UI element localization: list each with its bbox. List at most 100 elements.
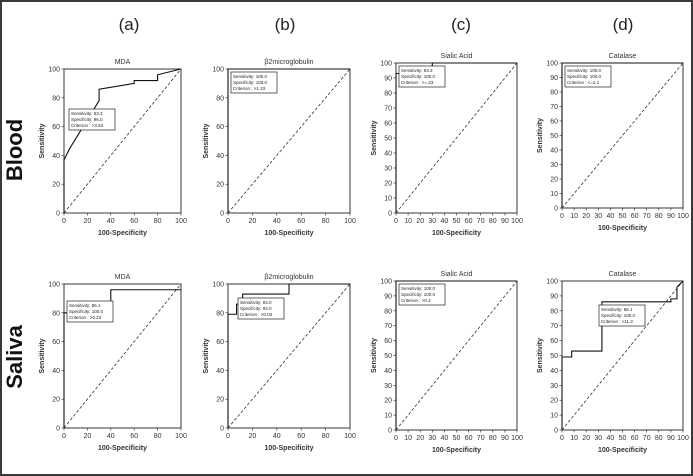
y-tick-label: 60 xyxy=(52,339,60,346)
y-tick-label: 0 xyxy=(554,206,558,213)
y-tick-label: 80 xyxy=(384,308,392,315)
reference-diagonal xyxy=(227,68,351,214)
roc-curve xyxy=(227,68,350,213)
stats-line: Specificity: 100.0 xyxy=(401,74,436,79)
x-tick-label: 70 xyxy=(477,218,485,225)
y-tick-label: 70 xyxy=(384,323,392,330)
stats-line: Criterion : <=2.1 xyxy=(567,80,600,85)
y-axis-label: Sensitivity xyxy=(203,123,210,158)
x-tick-label: 90 xyxy=(667,435,675,442)
x-tick-label: 0 xyxy=(394,435,398,442)
y-tick-label: 0 xyxy=(388,428,392,435)
stats-line: Specificity: 100.0 xyxy=(233,80,268,85)
stats-line: Criterion : >1.33 xyxy=(233,86,266,91)
x-tick-label: 80 xyxy=(154,433,162,440)
roc-curve xyxy=(561,62,683,208)
y-tick-label: 10 xyxy=(550,413,558,420)
x-tick-label: 20 xyxy=(416,218,424,225)
y-tick-label: 70 xyxy=(550,104,558,111)
x-tick-label: 40 xyxy=(607,435,615,442)
column-label-c: (c) xyxy=(451,15,471,34)
stats-box-border xyxy=(230,71,278,94)
x-tick-label: 30 xyxy=(594,213,602,220)
y-tick-label: 50 xyxy=(550,353,558,360)
x-tick-label: 80 xyxy=(322,218,330,225)
reference-diagonal xyxy=(63,283,182,429)
x-tick-label: 10 xyxy=(570,435,578,442)
x-tick-label: 60 xyxy=(465,218,473,225)
x-tick-label: 80 xyxy=(655,435,663,442)
y-tick-label: 80 xyxy=(216,310,224,317)
stats-box-border xyxy=(398,65,446,88)
x-axis-label: 100-Specificity xyxy=(98,230,147,237)
y-tick-label: 40 xyxy=(384,151,392,158)
x-tick-label: 0 xyxy=(394,218,398,225)
column-label-b: (b) xyxy=(275,15,296,34)
y-tick-label: 60 xyxy=(550,119,558,126)
x-axis-label: 100-Specificity xyxy=(598,225,647,232)
x-tick-label: 90 xyxy=(501,218,509,225)
y-axis-label: Sensitivity xyxy=(371,338,378,373)
x-tick-label: 20 xyxy=(416,435,424,442)
stats-box-border xyxy=(237,297,285,320)
y-tick-label: 10 xyxy=(384,413,392,420)
y-tick-label: 20 xyxy=(384,398,392,405)
roc-panel-6: β2microglobulin 0 20 40 60 80 100 0 20 40 60 80 100 1… xyxy=(203,274,356,452)
x-tick-label: 10 xyxy=(404,435,412,442)
x-tick-label: 10 xyxy=(570,213,578,220)
x-tick-label: 20 xyxy=(582,435,590,442)
panel-title: β2microglobulin xyxy=(264,59,313,66)
x-tick-label: 40 xyxy=(273,433,281,440)
panel-title: β2microglobulin xyxy=(264,274,313,281)
stats-line: Specificity: 93.0 xyxy=(240,306,272,311)
y-tick-label: 90 xyxy=(384,76,392,83)
stats-line: Criterion : >0.23 xyxy=(69,315,102,320)
y-tick-label: 30 xyxy=(384,383,392,390)
stats-line: Criterion : >0.3 xyxy=(401,298,431,303)
y-tick-label: 0 xyxy=(388,211,392,218)
y-axis-label: Sensitivity xyxy=(537,338,544,373)
x-tick-label: 0 xyxy=(62,433,66,440)
x-tick-label: 70 xyxy=(643,435,651,442)
stats-line: Sensitivity: 93.3 xyxy=(401,68,433,73)
y-tick-label: 30 xyxy=(384,166,392,173)
row-label-saliva: Saliva xyxy=(2,324,27,388)
y-tick-label: 90 xyxy=(550,75,558,82)
y-tick-label: 40 xyxy=(52,368,60,375)
x-tick-label: 80 xyxy=(489,435,497,442)
y-tick-label: 50 xyxy=(384,353,392,360)
y-tick-label: 60 xyxy=(384,338,392,345)
x-tick-label: 40 xyxy=(607,213,615,220)
stats-line: Sensitivity: 100.0 xyxy=(567,68,602,73)
stats-line: Criterion : >11.3 xyxy=(601,319,633,324)
x-tick-label: 100 xyxy=(175,433,187,440)
x-tick-label: 60 xyxy=(631,213,639,220)
y-tick-label: 40 xyxy=(550,148,558,155)
y-tick-label: 100 xyxy=(48,67,60,74)
x-tick-label: 0 xyxy=(560,435,564,442)
panel-title: MDA xyxy=(115,274,131,281)
x-tick-label: 100 xyxy=(677,435,689,442)
roc-panel-5: MDA 0 20 40 60 80 100 0 20 40 60 80 100 100-Specifici… xyxy=(39,274,187,452)
x-axis-label: 100-Specificity xyxy=(432,230,481,237)
x-tick-label: 40 xyxy=(107,433,115,440)
x-tick-label: 0 xyxy=(560,213,564,220)
stats-box-border xyxy=(398,283,446,306)
y-tick-label: 100 xyxy=(546,61,558,68)
x-tick-label: 100 xyxy=(511,435,523,442)
x-tick-label: 70 xyxy=(643,213,651,220)
y-tick-label: 40 xyxy=(384,368,392,375)
y-tick-label: 40 xyxy=(216,368,224,375)
y-tick-label: 20 xyxy=(384,181,392,188)
x-tick-label: 80 xyxy=(655,213,663,220)
x-tick-label: 100 xyxy=(511,218,523,225)
stats-line: Specificity: 100.0 xyxy=(567,74,602,79)
y-axis-label: Sensitivity xyxy=(39,338,46,373)
y-tick-label: 60 xyxy=(384,121,392,128)
